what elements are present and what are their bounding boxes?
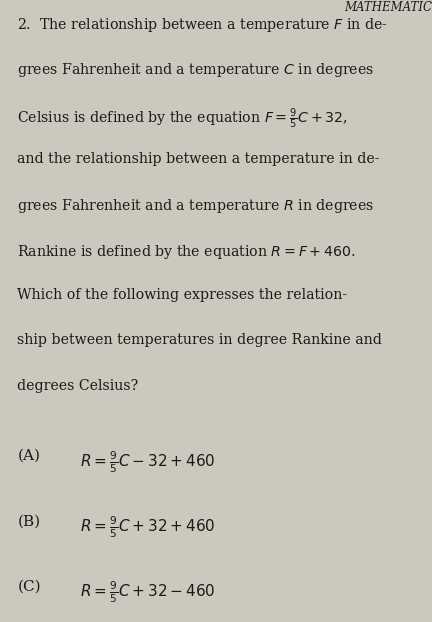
Text: Which of the following expresses the relation-: Which of the following expresses the rel… <box>17 288 347 302</box>
Text: $R = \frac{9}{5}C + 32 - 460$: $R = \frac{9}{5}C + 32 - 460$ <box>80 580 216 605</box>
Text: 2.  The relationship between a temperature $F$ in de-: 2. The relationship between a temperatur… <box>17 16 388 34</box>
Text: MATHEMATICS: MATHEMATICS <box>345 1 432 14</box>
Text: (B): (B) <box>17 514 41 529</box>
Text: Rankine is defined by the equation $R = F + 460$.: Rankine is defined by the equation $R = … <box>17 243 356 261</box>
Text: $R = \frac{9}{5}C + 32 + 460$: $R = \frac{9}{5}C + 32 + 460$ <box>80 514 216 540</box>
Text: degrees Celsius?: degrees Celsius? <box>17 379 138 393</box>
Text: (A): (A) <box>17 449 40 463</box>
Text: grees Fahrenheit and a temperature $R$ in degrees: grees Fahrenheit and a temperature $R$ i… <box>17 197 375 215</box>
Text: and the relationship between a temperature in de-: and the relationship between a temperatu… <box>17 152 380 166</box>
Text: (C): (C) <box>17 580 41 594</box>
Text: ship between temperatures in degree Rankine and: ship between temperatures in degree Rank… <box>17 333 382 348</box>
Text: Celsius is defined by the equation $F = \frac{9}{5}C + 32$,: Celsius is defined by the equation $F = … <box>17 106 348 131</box>
Text: grees Fahrenheit and a temperature $C$ in degrees: grees Fahrenheit and a temperature $C$ i… <box>17 61 375 79</box>
Text: $R = \frac{9}{5}C - 32 + 460$: $R = \frac{9}{5}C - 32 + 460$ <box>80 449 216 475</box>
